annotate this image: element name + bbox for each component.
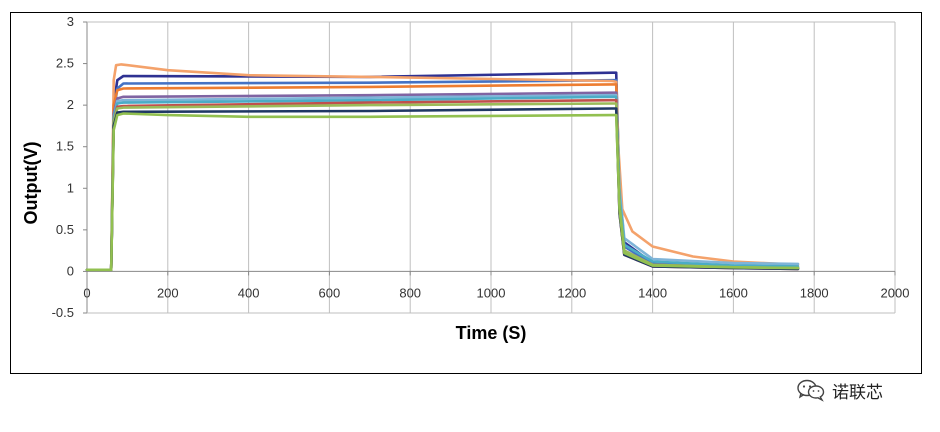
axes [83,21,896,314]
x-tick-labels: 0 200 400 600 800 1000 1200 1400 1600 1800 2000 [83,285,909,300]
y-tick-label: 0.5 [56,222,74,237]
y-tick-label: 3 [67,14,74,29]
x-tick-label: 600 [319,285,341,300]
x-tick-label: 1800 [800,285,829,300]
line-chart: 0 200 400 600 800 1000 1200 1400 1600 1800 2000 -0… [21,14,909,343]
y-tick-labels: -0.5 0 0.5 1 1.5 2 2.5 3 [52,14,74,320]
chart-frame: 0 200 400 600 800 1000 1200 1400 1600 1800 2000 -0… [10,12,922,374]
series-line-7 [85,95,800,272]
watermark-text: 诺联芯 [832,382,883,403]
x-tick-label: 0 [83,285,90,300]
series-line-5 [85,91,800,272]
series-line-11 [85,112,800,272]
x-tick-label: 2000 [881,285,910,300]
wechat-icon [797,379,825,402]
series-line-10 [85,107,800,272]
y-tick-label: 2 [67,97,74,112]
x-axis-title: Time (S) [456,323,527,343]
watermark: 诺联芯 [796,376,883,404]
y-axis-title: Output(V) [21,142,41,225]
x-tick-label: 800 [399,285,421,300]
x-tick-label: 1400 [638,285,667,300]
series-line-3 [85,63,800,272]
y-tick-label: 2.5 [56,56,74,71]
gridlines [167,22,896,313]
x-tick-label: 1200 [557,285,586,300]
x-tick-label: 1600 [719,285,748,300]
series-lines [85,63,800,272]
series-line-8 [85,98,800,272]
x-tick-label: 1000 [477,285,506,300]
y-tick-label: 0 [67,263,74,278]
y-tick-label: 1 [67,180,74,195]
series-line-9 [85,102,800,272]
x-tick-label: 200 [157,285,179,300]
y-tick-label: 1.5 [56,139,74,154]
series-line-6 [85,93,800,272]
x-tick-label: 400 [238,285,260,300]
y-tick-label: -0.5 [52,305,74,320]
series-line-2 [85,78,800,272]
